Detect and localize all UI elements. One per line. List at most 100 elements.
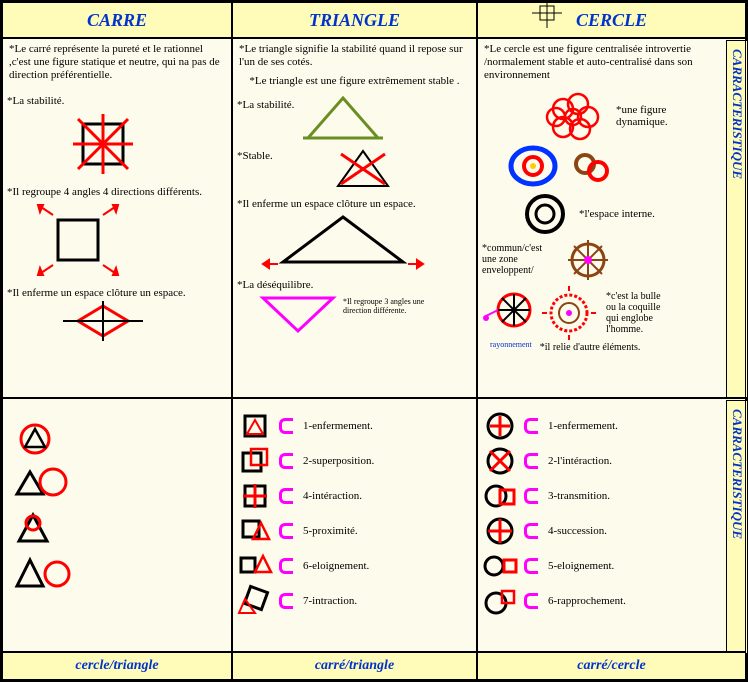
list-label: 7-intraction. [299,593,361,609]
cercle-ring-icon [523,192,567,236]
list-label: 3-transmition. [544,488,614,504]
carre-diamond-icon [53,301,153,341]
cercle-eye-icon [508,144,558,188]
cercle-flower-icon [538,89,608,144]
combo-icon [484,480,518,512]
triangle-magenta-icon [253,293,343,333]
page: CARRACTERISTIQUE CARRACTERISTIQUE CARRE … [0,0,748,682]
combo-icon [484,515,518,547]
triangle-list-item: 2-superposition. [239,445,470,477]
cercle-link-icon [572,151,612,181]
cercle-combos: 1-enfermement. 2-l'intéraction. 3-transmit… [477,398,746,652]
triangle-intro: *Le triangle signifie la stabilité quand… [233,39,476,73]
combo-circle-triangle-1 [15,419,75,459]
list-label: 2-l'intéraction. [544,453,616,469]
header-carre-text: CARRE [87,10,147,31]
combo-icon [239,445,273,477]
triangle-list-item: 1-enfermement. [239,410,470,442]
triangle-t4: *La déséquilibre. [233,277,476,293]
bracket-icon [524,418,538,434]
triangle-red-x-icon [333,146,403,191]
combo-icon [239,515,273,547]
triangle-characteristics: *Le triangle signifie la stabilité quand… [232,38,477,398]
header-triangle-text: TRIANGLE [309,10,400,31]
combo-icon [484,410,518,442]
cercle-compass-icon [566,238,610,282]
cercle-intro: *Le cercle est une figure centralisée in… [478,39,745,87]
combo-icon [239,410,273,442]
triangle-combos: 1-enfermement. 2-superposition. 4-intéract… [232,398,477,652]
combo-icon [239,480,273,512]
grid: CARRE TRIANGLE CERCLE *Le carré représen… [2,2,746,680]
cercle-characteristics: *Le cercle est une figure centralisée in… [477,38,746,398]
list-label: 5-proximité. [299,523,362,539]
triangle-list-item: 5-proximité. [239,515,470,547]
cercle-list-item: 1-enfermement. [484,410,739,442]
footer-cercle-text: carré/cercle [577,658,645,674]
header-cercle-text: CERCLE [576,10,647,31]
triangle-list-item: 7-intraction. [239,585,470,617]
carre-star-icon [63,109,153,179]
cercle-list-item: 6-rapprochement. [484,585,739,617]
combo-tri-circle-2 [15,464,85,504]
carre-t1: *La stabilité. [3,93,231,109]
carre-combos [2,398,232,652]
carre-t3: *Il enferme un espace clôture un espace. [3,285,231,301]
bracket-icon [524,558,538,574]
list-label: 4-succession. [544,523,611,539]
header-carre: CARRE [2,2,232,38]
header-triangle: TRIANGLE [232,2,477,38]
carre-intro: *Le carré représente la pureté et le rat… [3,39,231,87]
list-label: 6-eloignement. [299,558,373,574]
triangle-list-item: 6-eloignement. [239,550,470,582]
combo-icon [239,550,273,582]
cercle-t2: *l'espace interne. [575,206,659,222]
cercle-list-item: 2-l'intéraction. [484,445,739,477]
combo-icon [239,585,273,617]
bracket-icon [279,593,293,609]
bracket-icon [524,453,538,469]
cercle-list-item: 3-transmition. [484,480,739,512]
cercle-list-item: 5-eloignement. [484,550,739,582]
cercle-list-item: 4-succession. [484,515,739,547]
bracket-icon [279,488,293,504]
list-label: 1-enfermement. [544,418,622,434]
triangle-sub: *Le triangle est une figure extrêmement … [233,73,476,89]
bracket-icon [524,593,538,609]
footer-carre: cercle/triangle [2,652,232,680]
cercle-sun-icon [542,286,596,340]
carre-arrows-icon [13,200,153,280]
footer-triangle-text: carré/triangle [315,658,394,674]
bracket-icon [279,558,293,574]
combo-tri-circle-3 [15,509,65,549]
cercle-tiny: rayonnement [490,340,532,355]
bracket-icon [524,523,538,539]
triangle-tiny: *Il regroupe 3 angles une direction diff… [343,297,443,315]
combo-icon [484,585,518,617]
footer-carre-text: cercle/triangle [75,658,158,674]
list-label: 6-rapprochement. [544,593,630,609]
footer-triangle: carré/triangle [232,652,477,680]
cercle-t5: *c'est la bulle ou la coquille qui englo… [602,289,672,337]
header-cercle: CERCLE [477,2,746,38]
combo-icon [484,445,518,477]
triangle-big-arrows-icon [263,212,443,272]
list-label: 5-eloignement. [544,558,618,574]
footer-cercle: carré/cercle [477,652,746,680]
triangle-olive-icon [303,93,403,143]
bracket-icon [279,453,293,469]
combo-icon [484,550,518,582]
bracket-icon [279,418,293,434]
cercle-t3: *commun/c'est une zone enveloppent/ [478,241,558,278]
cercle-wheel-icon [486,288,536,338]
combo-tri-circle-4 [15,554,85,594]
list-label: 2-superposition. [299,453,378,469]
cercle-t4: *il relie d'autre éléments. [536,340,645,355]
list-label: 4-intéraction. [299,488,366,504]
list-label: 1-enfermement. [299,418,377,434]
triangle-list-item: 4-intéraction. [239,480,470,512]
crosshair-icon [528,2,568,28]
cercle-t1: *une figure dynamique. [612,102,712,130]
carre-characteristics: *Le carré représente la pureté et le rat… [2,38,232,398]
triangle-t3: *Il enferme un espace clôture un espace. [233,196,476,212]
